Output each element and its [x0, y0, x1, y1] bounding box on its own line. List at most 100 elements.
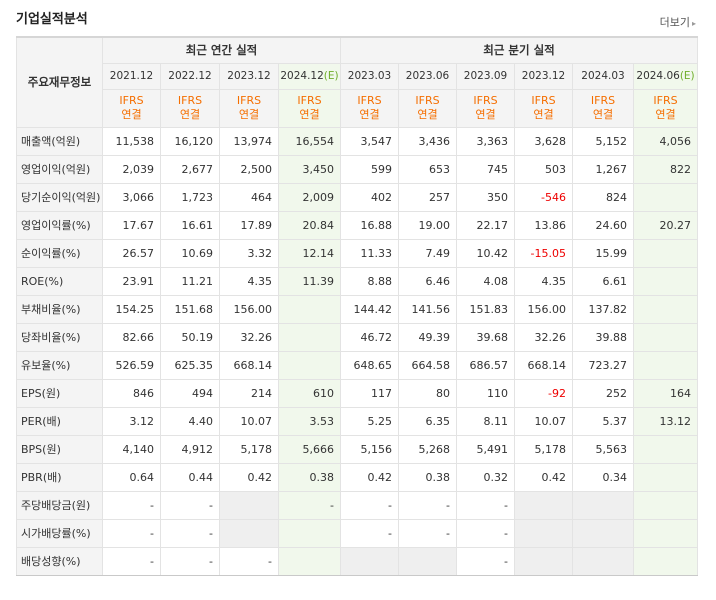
table-cell: -15.05	[514, 238, 573, 268]
table-cell	[632, 238, 699, 268]
table-cell: 464	[219, 182, 279, 212]
estimate-mark: (E)	[679, 70, 695, 82]
table-cell: 6.61	[572, 266, 634, 296]
table-cell: 117	[340, 378, 399, 408]
row-label: 당좌비율(%)	[16, 322, 103, 352]
financial-summary-table: 주요재무정보 최근 연간 실적 최근 분기 실적 2021.12 2022.12 2…	[16, 36, 699, 576]
table-cell: 7.49	[398, 238, 457, 268]
period-header-quarter: 2024.06(E)	[632, 62, 699, 90]
table-cell: 144.42	[340, 294, 399, 324]
ifrs-label: IFRS	[473, 94, 498, 107]
table-cell: 664.58	[398, 350, 457, 380]
table-cell: 49.39	[398, 322, 457, 352]
consolidated-label: 연결	[592, 108, 614, 121]
table-cell: 39.68	[456, 322, 515, 352]
table-cell: 10.07	[514, 406, 573, 436]
ifrs-basis-header: IFRS 연결	[160, 88, 220, 128]
table-cell: 653	[398, 154, 457, 184]
table-cell: 6.46	[398, 266, 457, 296]
table-cell: -	[456, 546, 515, 576]
table-cell: 4.40	[160, 406, 220, 436]
table-cell: 824	[572, 182, 634, 212]
table-cell	[632, 518, 699, 548]
period-header-quarter: 2023.09	[456, 62, 515, 90]
period-header-quarter: 2023.12	[514, 62, 573, 90]
table-cell	[632, 266, 699, 296]
table-cell: -	[456, 490, 515, 520]
row-label: 매출액(억원)	[16, 126, 103, 156]
table-cell: 3,436	[398, 126, 457, 156]
table-cell: 494	[160, 378, 220, 408]
table-cell: 4.35	[514, 266, 573, 296]
table-cell: 8.88	[340, 266, 399, 296]
table-cell: 17.89	[219, 210, 279, 240]
table-cell: 0.38	[278, 462, 341, 492]
row-label: PER(배)	[16, 406, 103, 436]
table-cell	[219, 518, 279, 548]
table-cell: 8.11	[456, 406, 515, 436]
table-cell: 2,500	[219, 154, 279, 184]
table-cell	[572, 546, 634, 576]
table-cell: 3.32	[219, 238, 279, 268]
table-cell: 3,066	[102, 182, 161, 212]
table-cell: -	[398, 490, 457, 520]
table-cell: 5.25	[340, 406, 399, 436]
table-cell: 4,912	[160, 434, 220, 464]
more-link[interactable]: 더보기 ▸	[660, 14, 696, 30]
table-cell: 11.39	[278, 266, 341, 296]
table-cell: 20.84	[278, 210, 341, 240]
table-cell	[278, 350, 341, 380]
table-cell	[632, 350, 699, 380]
table-cell: 4.08	[456, 266, 515, 296]
period-label: 2024.06	[636, 70, 680, 82]
table-cell: 151.68	[160, 294, 220, 324]
table-cell	[340, 546, 399, 576]
annual-group-header: 최근 연간 실적	[102, 36, 341, 64]
table-cell: 137.82	[572, 294, 634, 324]
table-cell: 13,974	[219, 126, 279, 156]
table-cell: 0.34	[572, 462, 634, 492]
period-label: 2024.12	[280, 70, 324, 82]
table-cell	[514, 518, 573, 548]
row-label: 순이익률(%)	[16, 238, 103, 268]
table-row: 당좌비율(%) 82.66 50.19 32.26 46.72 49.39 39.68 32.…	[16, 322, 699, 352]
corner-header: 주요재무정보	[16, 36, 103, 128]
table-cell: 4.35	[219, 266, 279, 296]
table-cell: 3.12	[102, 406, 161, 436]
table-cell: -546	[514, 182, 573, 212]
consolidated-label: 연결	[533, 108, 554, 121]
table-cell: 19.00	[398, 210, 457, 240]
table-cell: 822	[632, 154, 699, 184]
table-cell: 80	[398, 378, 457, 408]
ifrs-label: IFRS	[119, 94, 144, 107]
table-cell: 1,723	[160, 182, 220, 212]
table-cell	[278, 546, 341, 576]
table-cell: 16.61	[160, 210, 220, 240]
consolidated-label: 연결	[121, 108, 142, 121]
chevron-right-icon: ▸	[691, 19, 696, 28]
table-cell	[398, 546, 457, 576]
row-label: 시가배당률(%)	[16, 518, 103, 548]
table-cell: 5,491	[456, 434, 515, 464]
period-label: 2023.03	[347, 70, 392, 82]
table-cell: -	[102, 518, 161, 548]
table-cell: 110	[456, 378, 515, 408]
table-cell: 10.07	[219, 406, 279, 436]
row-label: 부채비율(%)	[16, 294, 103, 324]
estimate-mark: (E)	[323, 70, 339, 82]
row-label: 영업이익률(%)	[16, 210, 103, 240]
table-cell: 252	[572, 378, 634, 408]
table-cell: 526.59	[102, 350, 161, 380]
table-cell	[514, 546, 573, 576]
table-row: 부채비율(%) 154.25 151.68 156.00 144.42 141.56 151…	[16, 294, 699, 324]
table-cell: 1,267	[572, 154, 634, 184]
row-label: 당기순이익(억원)	[16, 182, 103, 212]
table-cell: -92	[514, 378, 573, 408]
table-cell	[632, 434, 699, 464]
table-cell: 5,563	[572, 434, 634, 464]
table-cell	[572, 490, 634, 520]
table-cell: 686.57	[456, 350, 515, 380]
ifrs-basis-header: IFRS 연결	[102, 88, 161, 128]
period-label: 2024.03	[581, 70, 625, 82]
ifrs-label: IFRS	[236, 94, 262, 107]
